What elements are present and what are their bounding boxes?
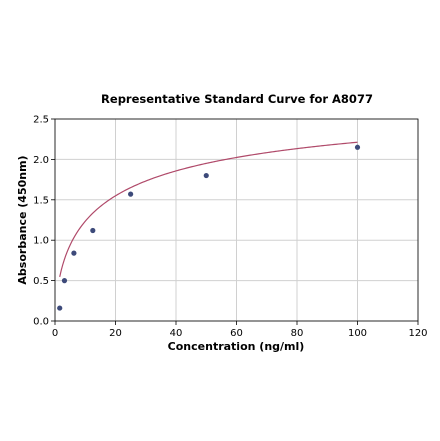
- data-point: [57, 305, 63, 311]
- data-point: [61, 278, 68, 284]
- data-point: [203, 172, 209, 179]
- fit-curve-layer: [59, 141, 358, 277]
- x-axis-label: Concentration (ng/ml): [168, 340, 305, 353]
- data-points: [57, 144, 361, 311]
- x-tick-label: 100: [348, 328, 367, 339]
- y-axis-label: Absorbance (450nm): [16, 155, 29, 284]
- grid-lines: [54, 118, 419, 322]
- data-point: [71, 250, 77, 256]
- y-tick-label: 2.0: [33, 155, 49, 166]
- x-tick-label: 0: [52, 328, 58, 339]
- x-tick-label: 40: [170, 328, 183, 339]
- x-tick-label: 120: [408, 328, 427, 339]
- x-tick-label: 20: [109, 328, 122, 339]
- fit-curve: [59, 141, 358, 277]
- y-tick-label: 0.5: [33, 276, 49, 287]
- x-tick-label: 80: [291, 328, 304, 339]
- y-tick-label: 1.5: [33, 195, 49, 206]
- x-tick-label: 60: [230, 328, 243, 339]
- data-point: [128, 191, 134, 197]
- y-tick-label: 1.0: [33, 236, 49, 247]
- y-tick-label: 0.0: [33, 317, 49, 328]
- y-tick-label: 2.5: [33, 115, 49, 126]
- axis-ticks: 0 20 40 60 80 100 120 0.0 0.5 1.0 1.5 2.0 2.5: [33, 115, 427, 340]
- data-point: [90, 227, 96, 234]
- data-point: [354, 144, 361, 150]
- chart-title: Representative Standard Curve for A8077: [101, 92, 373, 106]
